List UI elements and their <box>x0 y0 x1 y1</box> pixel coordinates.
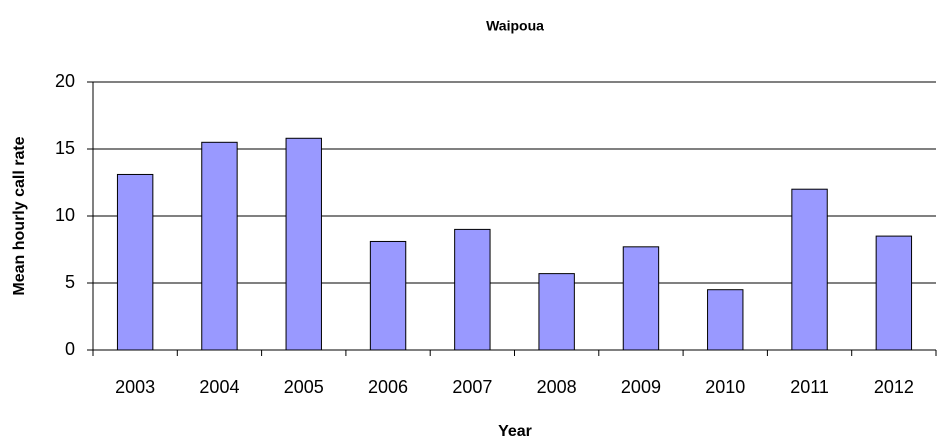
bar <box>538 273 575 351</box>
y-tick-label: 10 <box>55 205 75 225</box>
x-tick-label: 2005 <box>284 377 324 397</box>
bar <box>201 141 238 351</box>
x-tick-label: 2007 <box>452 377 492 397</box>
x-tick-label: 2010 <box>705 377 745 397</box>
y-tick-label: 15 <box>55 138 75 158</box>
x-axis-title: Year <box>498 423 532 440</box>
bar <box>622 246 660 351</box>
bar <box>707 289 744 351</box>
chart-title: Waipoua <box>486 18 544 34</box>
y-axis-title: Mean hourly call rate <box>11 136 28 295</box>
x-tick-label: 2012 <box>874 377 914 397</box>
x-tick-label: 2003 <box>115 377 155 397</box>
x-tick-label: 2011 <box>790 377 829 397</box>
x-tick-label: 2008 <box>537 377 577 397</box>
x-tick-label: 2004 <box>199 377 239 397</box>
bar <box>116 173 154 351</box>
bar <box>454 228 491 351</box>
x-tick-label: 2009 <box>621 377 661 397</box>
bar <box>369 240 407 351</box>
bar <box>875 235 913 351</box>
y-tick-label: 20 <box>55 71 75 91</box>
bar <box>285 137 322 351</box>
y-tick-label: 5 <box>65 272 75 292</box>
bar <box>791 188 828 351</box>
x-tick-label: 2006 <box>368 377 408 397</box>
y-tick-label: 0 <box>65 339 75 359</box>
